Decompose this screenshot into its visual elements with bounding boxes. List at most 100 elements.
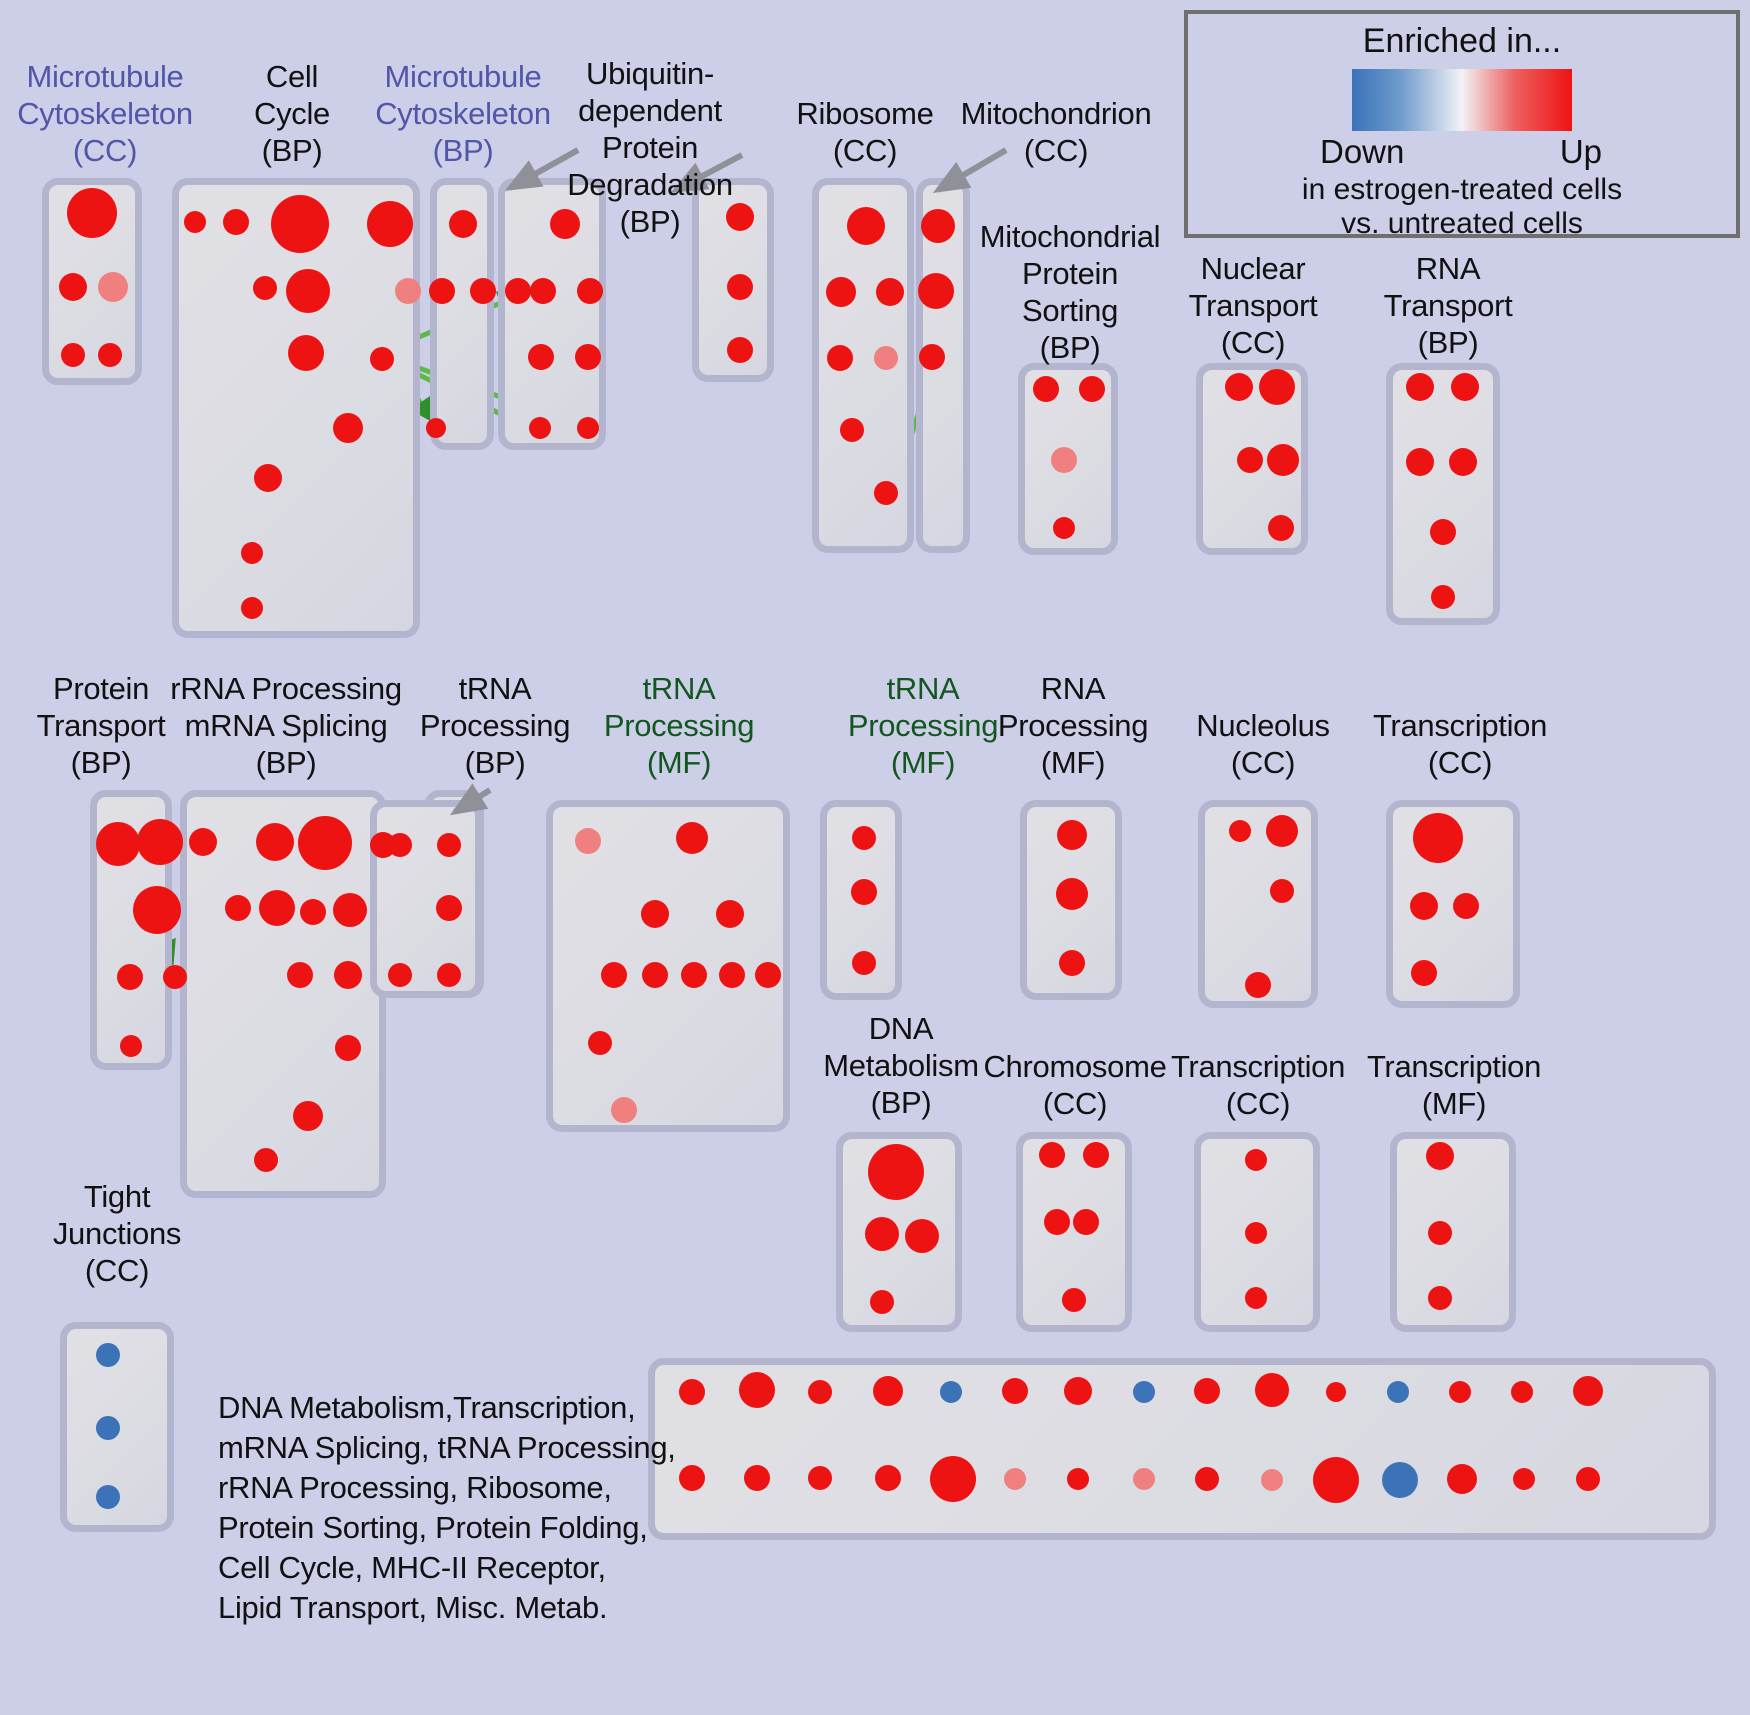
go-node[interactable] xyxy=(1576,1467,1600,1491)
go-node[interactable] xyxy=(388,833,412,857)
cluster-box-trna-processing-mf-large[interactable] xyxy=(546,800,790,1132)
go-node[interactable] xyxy=(577,417,599,439)
go-node[interactable] xyxy=(808,1466,832,1490)
go-node[interactable] xyxy=(333,413,363,443)
go-node[interactable] xyxy=(1245,1149,1267,1171)
go-node[interactable] xyxy=(96,1485,120,1509)
go-node[interactable] xyxy=(1511,1381,1533,1403)
go-node[interactable] xyxy=(1267,444,1299,476)
go-node[interactable] xyxy=(1411,960,1437,986)
go-node[interactable] xyxy=(254,1148,278,1172)
go-node[interactable] xyxy=(1039,1142,1065,1168)
go-node[interactable] xyxy=(1513,1468,1535,1490)
go-node[interactable] xyxy=(287,962,313,988)
go-node[interactable] xyxy=(225,895,251,921)
go-node[interactable] xyxy=(1245,1222,1267,1244)
go-node[interactable] xyxy=(874,481,898,505)
go-node[interactable] xyxy=(719,962,745,988)
go-node[interactable] xyxy=(530,278,556,304)
go-node[interactable] xyxy=(642,962,668,988)
go-node[interactable] xyxy=(1237,447,1263,473)
go-node[interactable] xyxy=(1268,515,1294,541)
go-node[interactable] xyxy=(1410,892,1438,920)
go-node[interactable] xyxy=(1449,1381,1471,1403)
go-node[interactable] xyxy=(429,278,455,304)
go-node[interactable] xyxy=(1406,373,1434,401)
go-node[interactable] xyxy=(334,961,362,989)
go-node[interactable] xyxy=(1057,820,1087,850)
go-node[interactable] xyxy=(254,464,282,492)
go-node[interactable] xyxy=(1059,950,1085,976)
go-node[interactable] xyxy=(1449,448,1477,476)
go-node[interactable] xyxy=(726,203,754,231)
go-node[interactable] xyxy=(918,273,954,309)
go-node[interactable] xyxy=(96,822,140,866)
go-node[interactable] xyxy=(470,278,496,304)
go-node[interactable] xyxy=(96,1416,120,1440)
go-node[interactable] xyxy=(117,964,143,990)
go-node[interactable] xyxy=(847,207,885,245)
go-node[interactable] xyxy=(1044,1209,1070,1235)
go-node[interactable] xyxy=(1056,878,1088,910)
go-node[interactable] xyxy=(333,893,367,927)
go-node[interactable] xyxy=(826,277,856,307)
go-node[interactable] xyxy=(727,274,753,300)
go-node[interactable] xyxy=(716,900,744,928)
cluster-box-rna-transport-bp[interactable] xyxy=(1386,363,1500,625)
go-node[interactable] xyxy=(298,816,352,870)
go-node[interactable] xyxy=(1004,1468,1026,1490)
go-node[interactable] xyxy=(1451,373,1479,401)
go-node[interactable] xyxy=(437,963,461,987)
go-node[interactable] xyxy=(905,1219,939,1253)
go-node[interactable] xyxy=(1051,447,1077,473)
go-node[interactable] xyxy=(286,269,330,313)
go-node[interactable] xyxy=(1266,815,1298,847)
go-node[interactable] xyxy=(1083,1142,1109,1168)
go-node[interactable] xyxy=(529,417,551,439)
go-node[interactable] xyxy=(930,1456,976,1502)
go-node[interactable] xyxy=(293,1101,323,1131)
go-node[interactable] xyxy=(1255,1373,1289,1407)
go-node[interactable] xyxy=(436,895,462,921)
go-node[interactable] xyxy=(611,1097,637,1123)
go-node[interactable] xyxy=(1002,1378,1028,1404)
go-node[interactable] xyxy=(1079,376,1105,402)
go-node[interactable] xyxy=(1387,1381,1409,1403)
go-node[interactable] xyxy=(137,819,183,865)
go-node[interactable] xyxy=(98,272,128,302)
go-node[interactable] xyxy=(1573,1376,1603,1406)
go-node[interactable] xyxy=(921,209,955,243)
go-node[interactable] xyxy=(1133,1468,1155,1490)
go-node[interactable] xyxy=(679,1465,705,1491)
go-node[interactable] xyxy=(1033,376,1059,402)
go-node[interactable] xyxy=(1447,1464,1477,1494)
go-node[interactable] xyxy=(852,951,876,975)
go-node[interactable] xyxy=(256,823,294,861)
go-node[interactable] xyxy=(163,965,187,989)
go-node[interactable] xyxy=(1326,1382,1346,1402)
go-node[interactable] xyxy=(874,346,898,370)
go-node[interactable] xyxy=(1428,1221,1452,1245)
go-node[interactable] xyxy=(259,890,295,926)
go-node[interactable] xyxy=(288,335,324,371)
go-node[interactable] xyxy=(827,345,853,371)
go-node[interactable] xyxy=(96,1343,120,1367)
go-node[interactable] xyxy=(1194,1378,1220,1404)
go-node[interactable] xyxy=(577,278,603,304)
go-node[interactable] xyxy=(808,1380,832,1404)
cluster-box-misc-singletons[interactable] xyxy=(648,1358,1716,1540)
go-node[interactable] xyxy=(865,1217,899,1251)
go-node[interactable] xyxy=(940,1381,962,1403)
go-node[interactable] xyxy=(120,1035,142,1057)
go-node[interactable] xyxy=(1073,1209,1099,1235)
go-node[interactable] xyxy=(1225,373,1253,401)
go-node[interactable] xyxy=(1428,1286,1452,1310)
go-node[interactable] xyxy=(300,899,326,925)
go-node[interactable] xyxy=(601,962,627,988)
go-node[interactable] xyxy=(1431,585,1455,609)
go-node[interactable] xyxy=(1261,1469,1283,1491)
go-node[interactable] xyxy=(271,195,329,253)
go-node[interactable] xyxy=(575,344,601,370)
go-node[interactable] xyxy=(1245,1287,1267,1309)
go-node[interactable] xyxy=(253,276,277,300)
